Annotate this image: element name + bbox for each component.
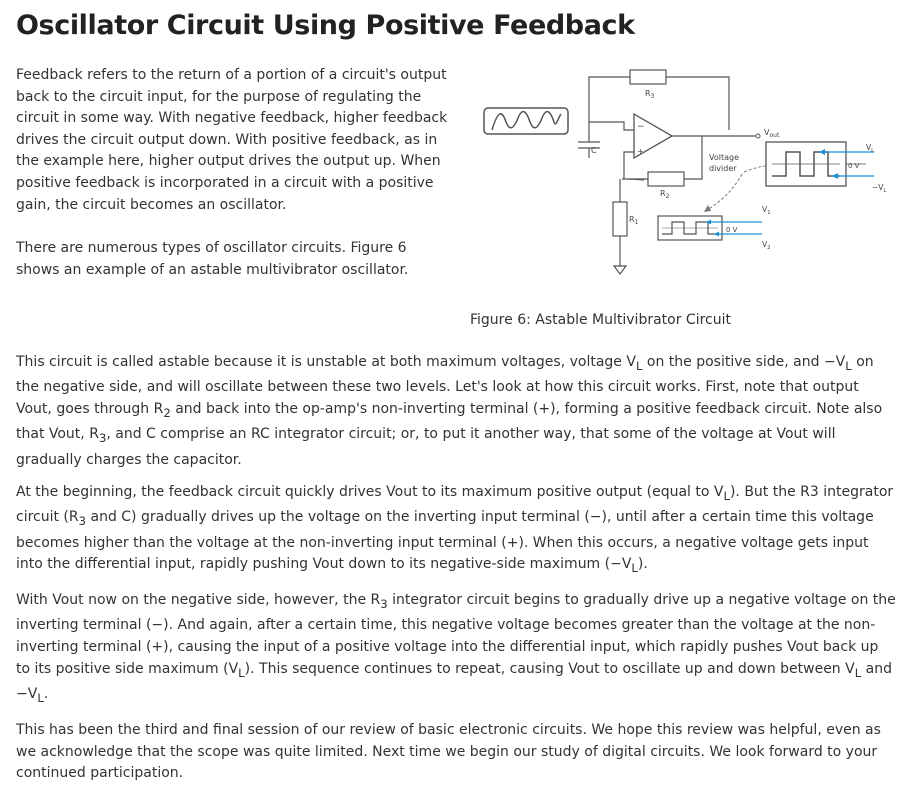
v1-label: V1 <box>762 205 771 216</box>
body-paragraph-closing: This has been the third and final sessio… <box>16 722 881 782</box>
intro-paragraph-oscillator-types: There are numerous types of oscillator c… <box>16 240 409 278</box>
page-title: Oscillator Circuit Using Positive Feedba… <box>16 10 635 41</box>
inverting-input-wire <box>589 121 634 131</box>
r3-label: R3 <box>645 89 655 100</box>
capacitor: C <box>578 122 600 158</box>
voltage-divider-label-line1: Voltage <box>709 153 739 162</box>
zero-v-small-label: 0 V <box>726 226 738 234</box>
neg-vl-label: −VL <box>872 183 887 194</box>
figure-caption: Figure 6: Astable Multivibrator Circuit <box>470 312 731 328</box>
r2-label: R2 <box>660 189 670 200</box>
body-paragraph-beginning: At the beginning, the feedback circuit q… <box>16 484 894 576</box>
feedback-arrow <box>625 178 645 181</box>
op-amp-minus-label: − <box>637 122 645 132</box>
r3-resistor: R3 <box>588 69 730 130</box>
vout-label: Vout <box>764 128 780 139</box>
zero-v-right-label: 0 V <box>848 162 860 170</box>
oscillator-symbol <box>483 107 569 135</box>
voltage-divider-label-line2: divider <box>709 164 737 173</box>
astable-multivibrator-diagram: R3 C − + Vout R2 R1 Voltage divider <box>483 69 887 275</box>
op-amp-plus-label: + <box>637 147 644 156</box>
divider-waveform <box>657 215 762 241</box>
r1-resistor: R1 <box>612 179 639 275</box>
ground-icon <box>612 265 628 275</box>
output-dashed-link <box>743 165 767 173</box>
r1-label: R1 <box>629 215 639 226</box>
noninverting-input-wire <box>623 151 634 179</box>
intro-paragraph-feedback: Feedback refers to the return of a porti… <box>16 67 448 213</box>
body-paragraph-astable: This circuit is called astable because i… <box>16 354 883 468</box>
divider-arrowhead <box>704 205 711 212</box>
capacitor-label: C <box>591 146 597 155</box>
vout-terminal <box>755 133 761 139</box>
output-waveform <box>765 141 874 187</box>
divider-dashed-arrow <box>703 173 743 213</box>
op-amp: − + <box>633 112 674 160</box>
vl-top-label: VL <box>866 143 875 154</box>
v2-label: V2 <box>762 240 771 251</box>
body-paragraph-negative-side: With Vout now on the negative side, howe… <box>16 592 896 705</box>
